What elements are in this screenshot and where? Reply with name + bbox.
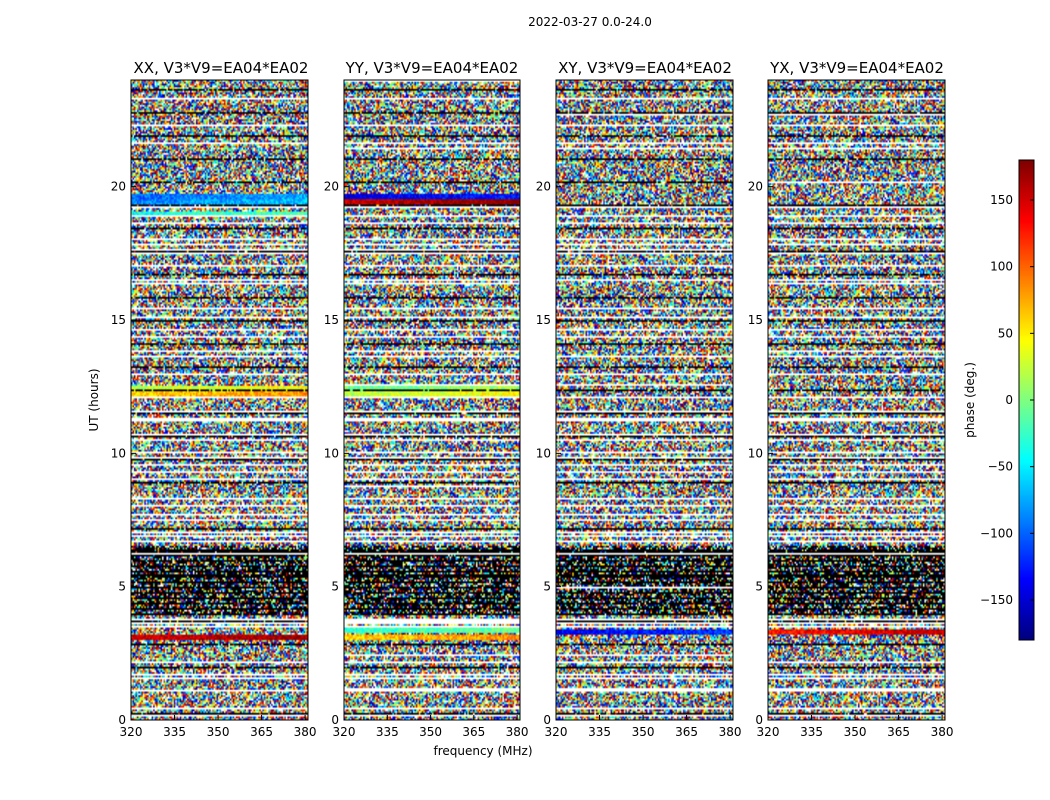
x-tick-label: 335 [588,725,611,739]
y-tick-label: 10 [536,446,551,460]
panel-xy: XY, V3*V9=EA04*EA02 320 335 350 365 380 0 5 10 1… [536,59,742,739]
panel-title-yy: YY, V3*V9=EA04*EA02 [345,59,519,77]
y-tick-label: 10 [324,446,339,460]
x-tick-label: 365 [887,725,910,739]
panel-yy: YY, V3*V9=EA04*EA02 320 335 350 365 380 0 5 10 1… [324,59,529,739]
axes-frame-yx [767,79,946,721]
y-axis-label: UT (hours) [87,368,101,431]
colorbar-tick-label: 150 [990,193,1013,207]
heatmap-yx [768,80,945,720]
y-tick-label: 20 [111,180,126,194]
y-tick-label: 0 [543,713,551,727]
x-tick-label: 380 [719,725,742,739]
x-tick-label: 365 [675,725,698,739]
colorbar-tick-label: 50 [998,326,1013,340]
x-tick-label: 365 [462,725,485,739]
x-tick-label: 335 [376,725,399,739]
x-tick-label: 350 [632,725,655,739]
colorbar-label: phase (deg.) [963,362,977,438]
x-tick-label: 380 [506,725,529,739]
colorbar-tick-label: −50 [988,460,1013,474]
colorbar-tick-label: −100 [980,526,1013,540]
colorbar-tick-label: 0 [1005,393,1013,407]
x-tick-label: 350 [207,725,230,739]
colorbar: −150 −100 −50 0 50 100 150 phase (deg.) [963,159,1035,641]
x-tick-label: 320 [120,725,143,739]
y-tick-label: 15 [324,313,339,327]
panel-title-yx: YX, V3*V9=EA04*EA02 [769,59,944,77]
y-tick-label: 15 [748,313,763,327]
axes-frame-xy [555,79,734,721]
heatmap-xx [131,80,308,720]
y-tick-label: 0 [755,713,763,727]
y-tick-label: 0 [331,713,339,727]
x-tick-label: 320 [757,725,780,739]
y-tick-label: 5 [118,580,126,594]
y-tick-label: 5 [755,580,763,594]
colorbar-tick-label: 100 [990,260,1013,274]
x-tick-label: 320 [545,725,568,739]
y-tick-label: 20 [748,180,763,194]
x-tick-label: 335 [800,725,823,739]
y-tick-label: 15 [536,313,551,327]
panel-title-xx: XX, V3*V9=EA04*EA02 [134,59,309,77]
x-tick-label: 350 [844,725,867,739]
x-tick-label: 365 [250,725,273,739]
panel-xx: XX, V3*V9=EA04*EA02 320 335 350 365 380 0 5 10 1… [111,59,317,739]
y-tick-label: 5 [331,580,339,594]
axes-frame-yy [343,79,521,721]
x-tick-label: 380 [931,725,954,739]
colorbar-tick-label: −150 [980,593,1013,607]
x-tick-label: 320 [333,725,356,739]
panel-yx: YX, V3*V9=EA04*EA02 320 335 350 365 380 0 5 10 1… [748,59,954,739]
y-tick-label: 0 [118,713,126,727]
heatmap-yy [344,80,520,720]
heatmap-xy [556,80,733,720]
y-tick-label: 20 [536,180,551,194]
y-tick-label: 15 [111,313,126,327]
figure-suptitle: 2022-03-27 0.0-24.0 [528,15,652,29]
axes-frame-xx [130,79,309,721]
colorbar-gradient [1019,160,1034,640]
x-axis-label: frequency (MHz) [433,744,532,758]
panel-title-xy: XY, V3*V9=EA04*EA02 [558,59,732,77]
y-tick-label: 10 [111,446,126,460]
x-tick-label: 350 [419,725,442,739]
y-tick-label: 10 [748,446,763,460]
y-tick-label: 20 [324,180,339,194]
y-tick-label: 5 [543,580,551,594]
x-tick-label: 380 [294,725,317,739]
x-tick-label: 335 [163,725,186,739]
